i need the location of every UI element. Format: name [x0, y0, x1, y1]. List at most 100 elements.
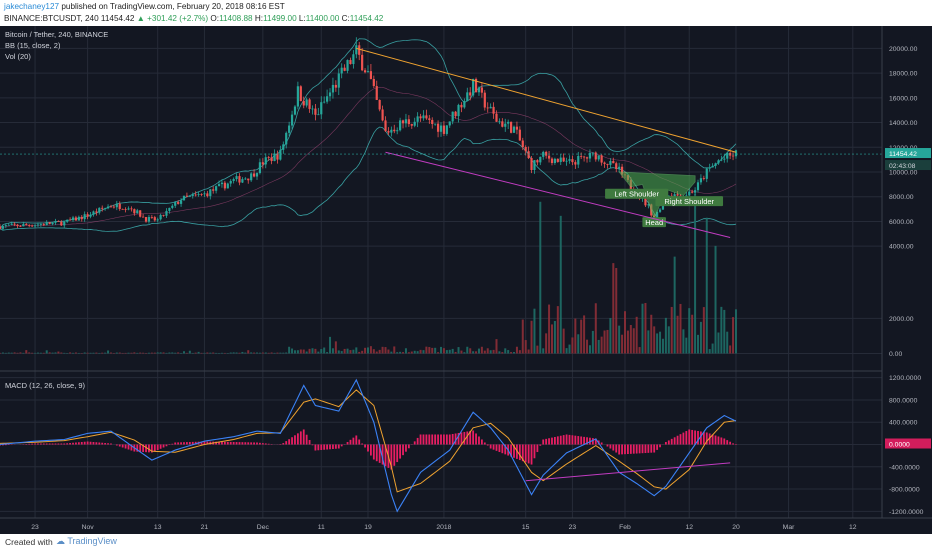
candle-body	[378, 99, 381, 110]
macd-histogram-bar	[139, 444, 142, 452]
macd-histogram-bar	[688, 429, 691, 445]
volume-bar	[174, 352, 177, 354]
price-tick-label: 16000.00	[889, 95, 918, 102]
candle-body	[524, 147, 527, 152]
volume-bar	[291, 348, 294, 354]
candle-body	[267, 157, 270, 159]
volume-bar	[702, 307, 705, 354]
countdown-text: 02:43:08	[889, 163, 916, 170]
candle-body	[428, 118, 431, 120]
price-label: 11454.42	[100, 14, 135, 23]
volume-bar	[369, 346, 372, 354]
candle-body	[571, 159, 574, 163]
candle-body	[688, 191, 691, 196]
macd-histogram-bar	[244, 442, 247, 445]
candle-body	[369, 71, 373, 79]
candle-body	[696, 182, 700, 191]
candle-body	[220, 182, 224, 185]
change-label: ▲ +301.42 (+2.7%)	[136, 14, 209, 23]
volume-bar	[282, 352, 285, 354]
candle-body	[98, 207, 101, 213]
macd-histogram-bar	[226, 441, 229, 445]
macd-histogram-bar	[574, 435, 577, 445]
time-tick-label: Feb	[619, 524, 631, 531]
macd-histogram-bar	[533, 444, 536, 459]
macd-histogram-bar	[591, 438, 594, 445]
volume-bar	[489, 350, 492, 354]
author-link[interactable]: jakechaney127	[4, 2, 60, 11]
volume-bar	[270, 352, 273, 354]
macd-histogram-bar	[367, 444, 369, 452]
macd-histogram-bar	[77, 442, 80, 445]
candle-body	[591, 152, 594, 154]
macd-histogram-bar	[80, 441, 83, 445]
volume-bar	[676, 315, 679, 354]
volume-bar	[729, 345, 732, 354]
candle-body	[720, 159, 723, 161]
candle-body	[95, 211, 98, 213]
volume-bar	[469, 348, 472, 354]
macd-histogram-bar	[110, 443, 112, 445]
volume-bar	[191, 352, 194, 354]
macd-histogram-bar	[714, 435, 717, 445]
volume-bar	[667, 326, 670, 354]
volume-bar	[1, 352, 4, 354]
bb-legend[interactable]: BB (15, close, 2)	[5, 41, 61, 50]
candle-body	[556, 158, 559, 162]
candle-body	[410, 124, 413, 126]
macd-tick-label: -400.0000	[889, 464, 920, 471]
candle-body	[92, 211, 95, 215]
volume-bar	[127, 352, 130, 354]
volume-bar	[656, 333, 659, 354]
volume-bar	[57, 351, 60, 354]
price-axis-bg	[882, 26, 932, 534]
macd-histogram-bar	[702, 431, 705, 445]
candle-body	[101, 207, 104, 209]
macd-histogram-bar	[364, 444, 366, 448]
macd-histogram-bar	[390, 444, 393, 470]
candle-body	[296, 86, 299, 107]
volume-bar	[194, 352, 197, 354]
candle-body	[597, 155, 600, 160]
tradingview-brand[interactable]: ☁ TradingView	[56, 536, 117, 546]
vol-legend[interactable]: Vol (20)	[5, 52, 31, 61]
macd-histogram-bar	[726, 440, 729, 445]
candle-body	[340, 67, 343, 74]
candle-body	[445, 125, 448, 134]
candle-body	[349, 60, 352, 65]
macd-histogram-bar	[183, 442, 185, 445]
volume-bar	[442, 348, 445, 354]
macd-histogram-bar	[317, 444, 320, 451]
volume-bar	[293, 350, 296, 354]
candle-body	[159, 214, 162, 220]
candle-body	[200, 194, 203, 195]
volume-bar	[320, 349, 323, 354]
volume-bar	[583, 315, 586, 354]
volume-bar	[349, 350, 352, 354]
volume-bar	[562, 328, 565, 354]
volume-bar	[679, 303, 682, 354]
macd-histogram-bar	[554, 436, 556, 445]
chart-canvas[interactable]: Left Shoulder Head Right Shoulder 20000.00…	[0, 26, 932, 534]
macd-histogram-bar	[162, 444, 165, 448]
macd-histogram-bar	[419, 434, 422, 445]
macd-histogram-bar	[153, 444, 156, 452]
candle-body	[390, 129, 393, 133]
volume-bar	[72, 352, 75, 354]
macd-histogram-bar	[393, 444, 396, 466]
volume-bar	[296, 350, 299, 354]
macd-histogram-bar	[148, 444, 150, 453]
time-tick-label: 2018	[436, 524, 451, 531]
candle-body	[112, 206, 116, 208]
candle-body	[279, 149, 282, 160]
volume-bar	[577, 334, 580, 354]
volume-bar	[185, 352, 188, 354]
macd-histogram-bar	[48, 443, 51, 445]
volume-bar	[244, 352, 247, 354]
label-right-shoulder: Right Shoulder	[664, 197, 714, 206]
macd-legend[interactable]: MACD (12, 26, close, 9)	[5, 381, 86, 390]
volume-bar	[261, 352, 264, 354]
head-and-shoulders-pattern: Left Shoulder Head Right Shoulder	[605, 171, 724, 228]
trend-lines	[0, 47, 882, 239]
macd-histogram-bar	[443, 434, 445, 445]
